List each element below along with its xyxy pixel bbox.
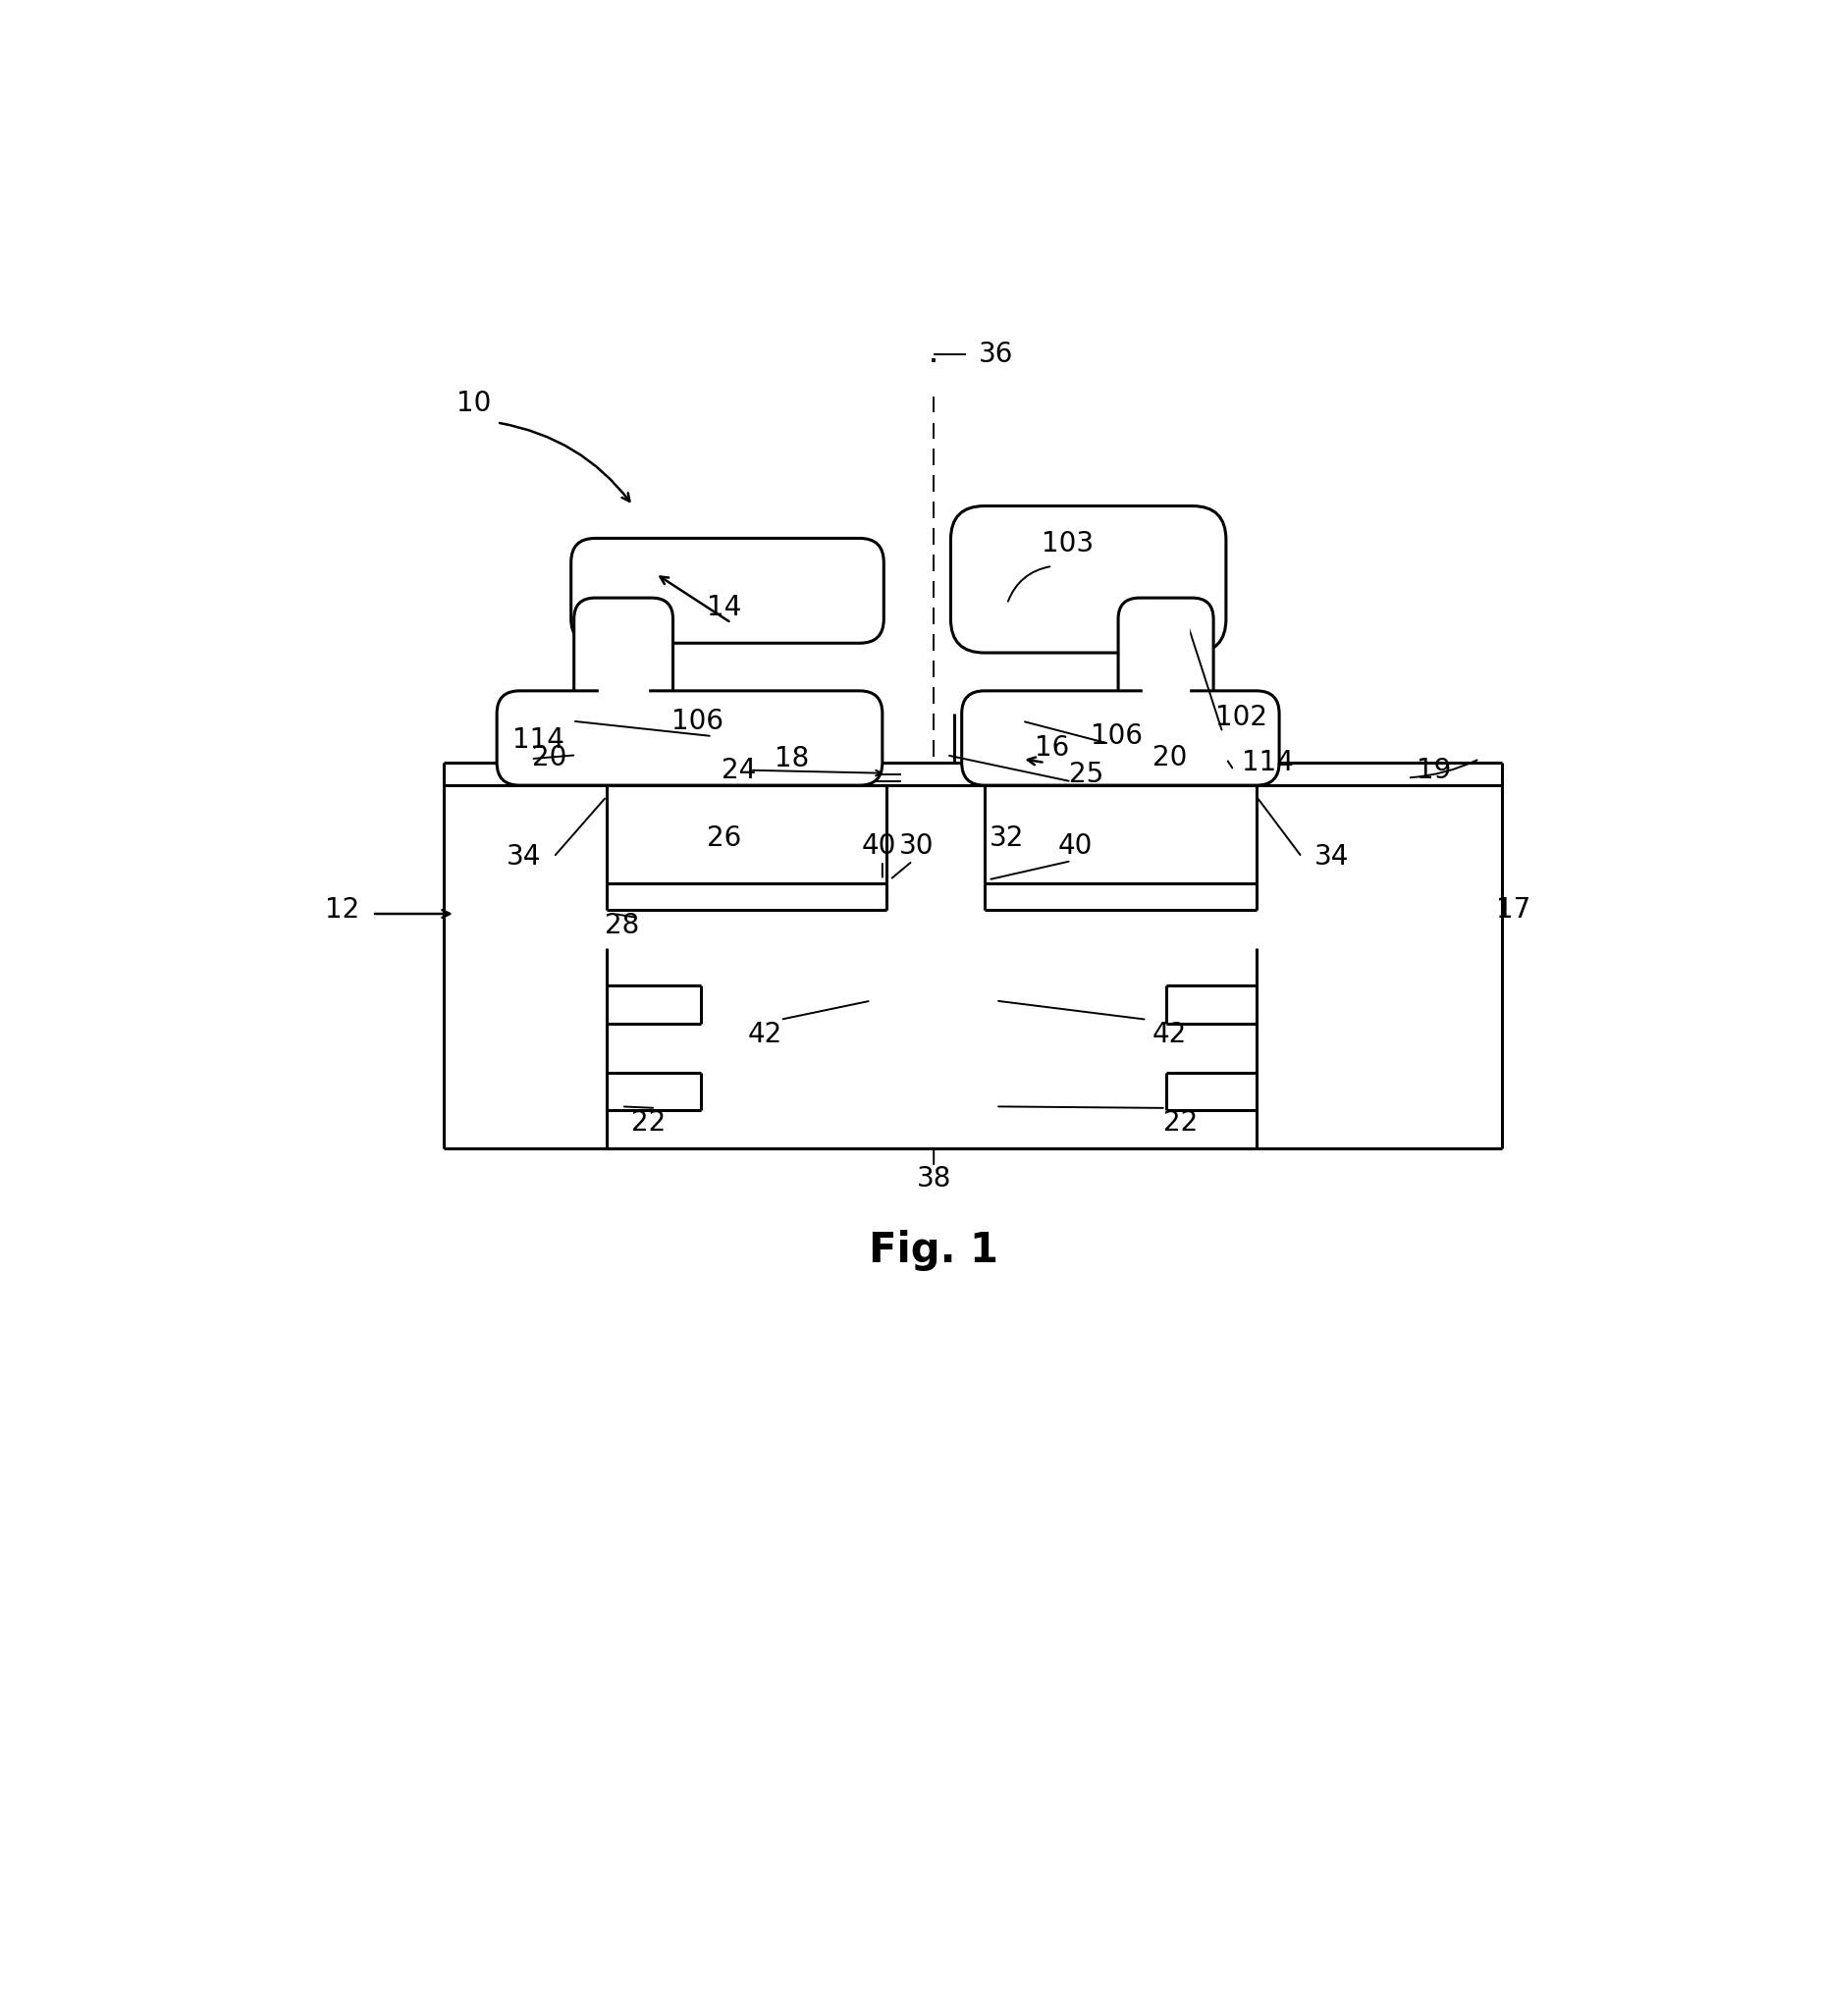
Text: 22: 22 bbox=[1164, 1109, 1198, 1137]
Text: 42: 42 bbox=[747, 1020, 781, 1048]
Bar bbox=[599, 607, 648, 649]
Text: 32: 32 bbox=[989, 825, 1023, 853]
Bar bbox=[1142, 607, 1187, 649]
Text: 40: 40 bbox=[1058, 833, 1093, 859]
Text: 106: 106 bbox=[1091, 722, 1142, 750]
Text: 40: 40 bbox=[861, 833, 896, 859]
Text: Fig. 1: Fig. 1 bbox=[869, 1230, 998, 1270]
Text: 25: 25 bbox=[1069, 760, 1104, 788]
Text: 20: 20 bbox=[1151, 744, 1185, 770]
Text: 19: 19 bbox=[1417, 756, 1451, 784]
FancyBboxPatch shape bbox=[1118, 599, 1213, 734]
Text: 10: 10 bbox=[457, 389, 492, 417]
Text: 36: 36 bbox=[978, 341, 1012, 369]
Text: 16: 16 bbox=[1034, 734, 1069, 762]
Text: 102: 102 bbox=[1215, 704, 1267, 732]
Text: 20: 20 bbox=[532, 744, 566, 770]
Text: 22: 22 bbox=[630, 1109, 665, 1137]
Text: 103: 103 bbox=[1042, 530, 1093, 556]
FancyBboxPatch shape bbox=[574, 599, 672, 734]
Text: 30: 30 bbox=[898, 833, 934, 859]
FancyBboxPatch shape bbox=[961, 691, 1278, 786]
Text: 12: 12 bbox=[324, 897, 359, 923]
Text: 42: 42 bbox=[1151, 1020, 1185, 1048]
Text: 14: 14 bbox=[707, 595, 741, 621]
Text: 26: 26 bbox=[707, 825, 741, 853]
Text: 114: 114 bbox=[1242, 748, 1293, 776]
Text: 106: 106 bbox=[670, 708, 723, 734]
FancyBboxPatch shape bbox=[497, 691, 881, 786]
Text: 18: 18 bbox=[774, 746, 809, 772]
Text: 28: 28 bbox=[605, 911, 639, 939]
Text: 24: 24 bbox=[721, 756, 756, 784]
FancyBboxPatch shape bbox=[570, 538, 883, 643]
Text: 17: 17 bbox=[1495, 897, 1530, 923]
Text: 34: 34 bbox=[506, 843, 541, 871]
Text: 34: 34 bbox=[1315, 843, 1349, 871]
Bar bbox=[1142, 673, 1187, 716]
Text: 114: 114 bbox=[512, 726, 565, 754]
Bar bbox=[599, 673, 648, 716]
Text: 38: 38 bbox=[916, 1165, 951, 1191]
FancyBboxPatch shape bbox=[951, 506, 1226, 653]
